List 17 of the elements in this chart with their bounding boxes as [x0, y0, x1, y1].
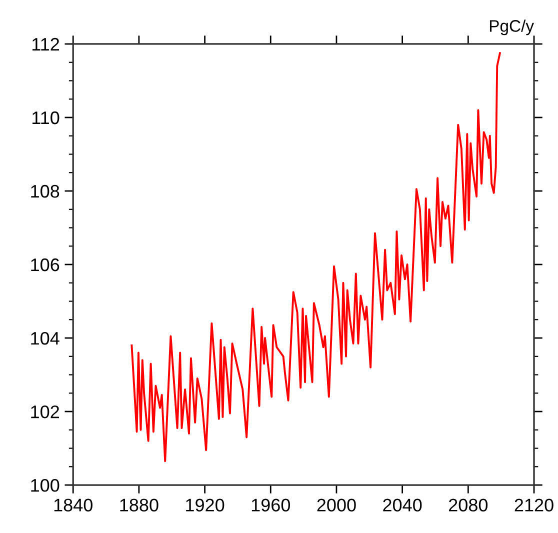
- y-tick-label: 112: [32, 38, 59, 51]
- line-series: [130, 52, 501, 462]
- y-tick-label: 104: [31, 332, 60, 345]
- x-tick-label: 2080: [448, 498, 488, 512]
- y-tick-label: 102: [31, 405, 59, 418]
- y-tick-label: 106: [31, 258, 60, 272]
- x-tick-label: 2000: [317, 498, 356, 512]
- y-axis-title: PgC/y: [490, 20, 534, 36]
- x-tick-label: 1920: [186, 498, 224, 512]
- x-tick-label: 1880: [120, 498, 158, 512]
- y-tick-label: 110: [32, 111, 60, 124]
- x-tick-label: 2040: [383, 498, 422, 512]
- x-tick-label: 1840: [54, 498, 92, 512]
- x-tick-label: 2120: [514, 498, 554, 512]
- y-tick-label: 108: [31, 184, 60, 198]
- x-tick-label: 1960: [252, 498, 290, 512]
- y-tick-label: 100: [31, 478, 60, 492]
